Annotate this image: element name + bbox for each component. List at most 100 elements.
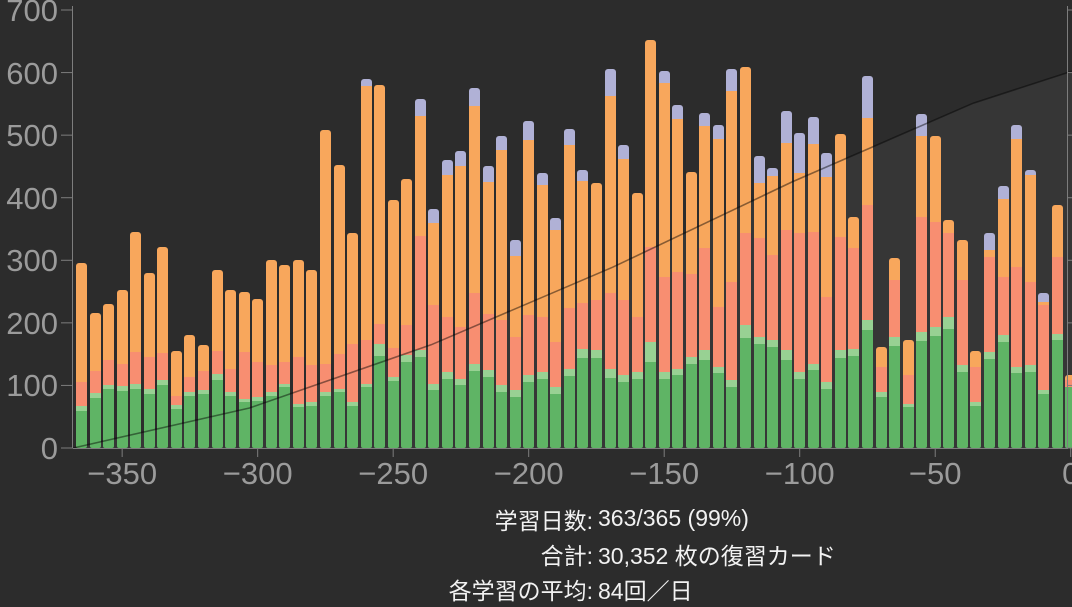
bar-day--320[interactable] xyxy=(198,344,209,448)
bar-day--130[interactable] xyxy=(712,125,724,448)
bar-day--145[interactable] xyxy=(672,105,684,448)
bar-day--40[interactable] xyxy=(956,240,968,448)
bar-day--45[interactable] xyxy=(943,219,955,448)
bar-segment-learn xyxy=(563,144,575,309)
bar-day--110[interactable] xyxy=(767,167,779,448)
bar-day--85[interactable] xyxy=(834,133,846,448)
bar-day--55[interactable] xyxy=(916,113,928,448)
bar-day--60[interactable] xyxy=(902,340,914,448)
bar-day--360[interactable] xyxy=(89,313,101,448)
bar-day--290[interactable] xyxy=(279,264,291,448)
bar-segment-mature xyxy=(428,389,440,448)
bar-day--190[interactable] xyxy=(550,217,562,448)
bar-day--185[interactable] xyxy=(563,128,575,448)
bar-day--220[interactable] xyxy=(469,88,480,448)
bar-day--250[interactable] xyxy=(387,199,399,448)
bar-day--95[interactable] xyxy=(807,117,819,448)
bar-segment-relearn xyxy=(672,271,684,369)
bar-segment-relearn xyxy=(970,366,982,403)
bar-day--80[interactable] xyxy=(848,216,860,448)
bar-day--135[interactable] xyxy=(699,112,711,448)
bar-day--265[interactable] xyxy=(347,232,358,448)
bar-day--225[interactable] xyxy=(455,150,467,448)
bar-day--335[interactable] xyxy=(157,246,169,448)
bar-segment-relearn xyxy=(441,316,453,373)
bar-day--155[interactable] xyxy=(645,39,657,448)
bar-day--160[interactable] xyxy=(631,193,643,448)
bar-segment-mature xyxy=(103,389,115,448)
bar-day--210[interactable] xyxy=(496,135,508,448)
bar-day--65[interactable] xyxy=(889,257,901,448)
bar-segment-young xyxy=(672,368,684,375)
bar-day--325[interactable] xyxy=(184,335,196,448)
bar-segment-learn xyxy=(455,166,467,327)
stat-average-per-day-value: 84回／日 xyxy=(598,577,693,604)
bar-day--285[interactable] xyxy=(292,259,304,448)
bar-day--90[interactable] xyxy=(821,152,833,448)
bar-segment-mature xyxy=(645,361,657,448)
bar-segment-young xyxy=(279,383,291,388)
bar-segment-learn xyxy=(116,290,128,365)
bar-day--275[interactable] xyxy=(319,130,331,448)
bar-day--305[interactable] xyxy=(238,291,250,448)
bar-day--140[interactable] xyxy=(685,172,697,448)
bar-day--270[interactable] xyxy=(333,165,345,448)
bar-day--165[interactable] xyxy=(618,145,629,448)
bar-segment-relearn xyxy=(116,364,128,387)
bar-day--15[interactable] xyxy=(1024,170,1036,448)
bar-day--345[interactable] xyxy=(130,232,142,448)
bar-day--30[interactable] xyxy=(983,232,995,448)
bar-day--340[interactable] xyxy=(143,272,155,448)
bar-day--295[interactable] xyxy=(265,259,277,448)
bar-day-0[interactable] xyxy=(1065,374,1072,448)
bar-day--200[interactable] xyxy=(523,120,535,448)
bar-day--310[interactable] xyxy=(225,290,237,448)
bar-day--100[interactable] xyxy=(794,132,806,448)
bar-segment-learn xyxy=(509,255,521,337)
bar-segment-young xyxy=(252,397,264,402)
bar-segment-relearn xyxy=(414,236,426,351)
bar-day--105[interactable] xyxy=(780,111,792,448)
bar-day--35[interactable] xyxy=(970,351,982,448)
bar-day--70[interactable] xyxy=(875,346,887,448)
bar-day--235[interactable] xyxy=(428,208,440,448)
bar-day--170[interactable] xyxy=(604,68,616,448)
bar-day--255[interactable] xyxy=(374,84,386,448)
bar-day--230[interactable] xyxy=(441,159,453,448)
bar-day--350[interactable] xyxy=(116,290,128,448)
bar-segment-young xyxy=(618,375,629,382)
bar-day--75[interactable] xyxy=(862,75,873,448)
bar-day--10[interactable] xyxy=(1038,292,1050,448)
bar-day--355[interactable] xyxy=(103,304,115,448)
bar-day--120[interactable] xyxy=(740,67,751,448)
bar-day--260[interactable] xyxy=(360,79,372,448)
bar-day--50[interactable] xyxy=(929,135,941,448)
bar-day--300[interactable] xyxy=(252,299,264,448)
bar-segment-learn xyxy=(1011,138,1022,267)
bar-day--195[interactable] xyxy=(536,173,548,448)
bar-day--205[interactable] xyxy=(509,240,521,448)
bar-day--25[interactable] xyxy=(997,185,1009,448)
bar-day--20[interactable] xyxy=(1011,125,1022,448)
bar-day--150[interactable] xyxy=(658,70,670,448)
bar-segment-filtered xyxy=(414,98,426,116)
bar-day--180[interactable] xyxy=(577,169,589,448)
bar-day--215[interactable] xyxy=(482,165,494,448)
bar-day--175[interactable] xyxy=(590,182,602,448)
bar-segment-filtered xyxy=(1011,125,1022,139)
bar-day--125[interactable] xyxy=(726,68,738,448)
y-axis-label-0: 0 xyxy=(40,431,58,466)
bar-day--5[interactable] xyxy=(1051,204,1063,448)
bar-segment-young xyxy=(794,372,806,379)
bar-day--245[interactable] xyxy=(401,179,413,448)
bar-day--330[interactable] xyxy=(170,350,182,448)
bar-day--280[interactable] xyxy=(306,269,318,448)
bar-day--365[interactable] xyxy=(76,263,87,448)
bar-day--315[interactable] xyxy=(211,269,223,448)
bar-day--240[interactable] xyxy=(414,98,426,448)
bar-segment-learn xyxy=(523,139,535,316)
bar-segment-learn xyxy=(469,105,480,294)
bar-segment-learn xyxy=(726,90,738,282)
bar-segment-mature xyxy=(536,378,548,448)
bar-day--115[interactable] xyxy=(753,156,765,448)
